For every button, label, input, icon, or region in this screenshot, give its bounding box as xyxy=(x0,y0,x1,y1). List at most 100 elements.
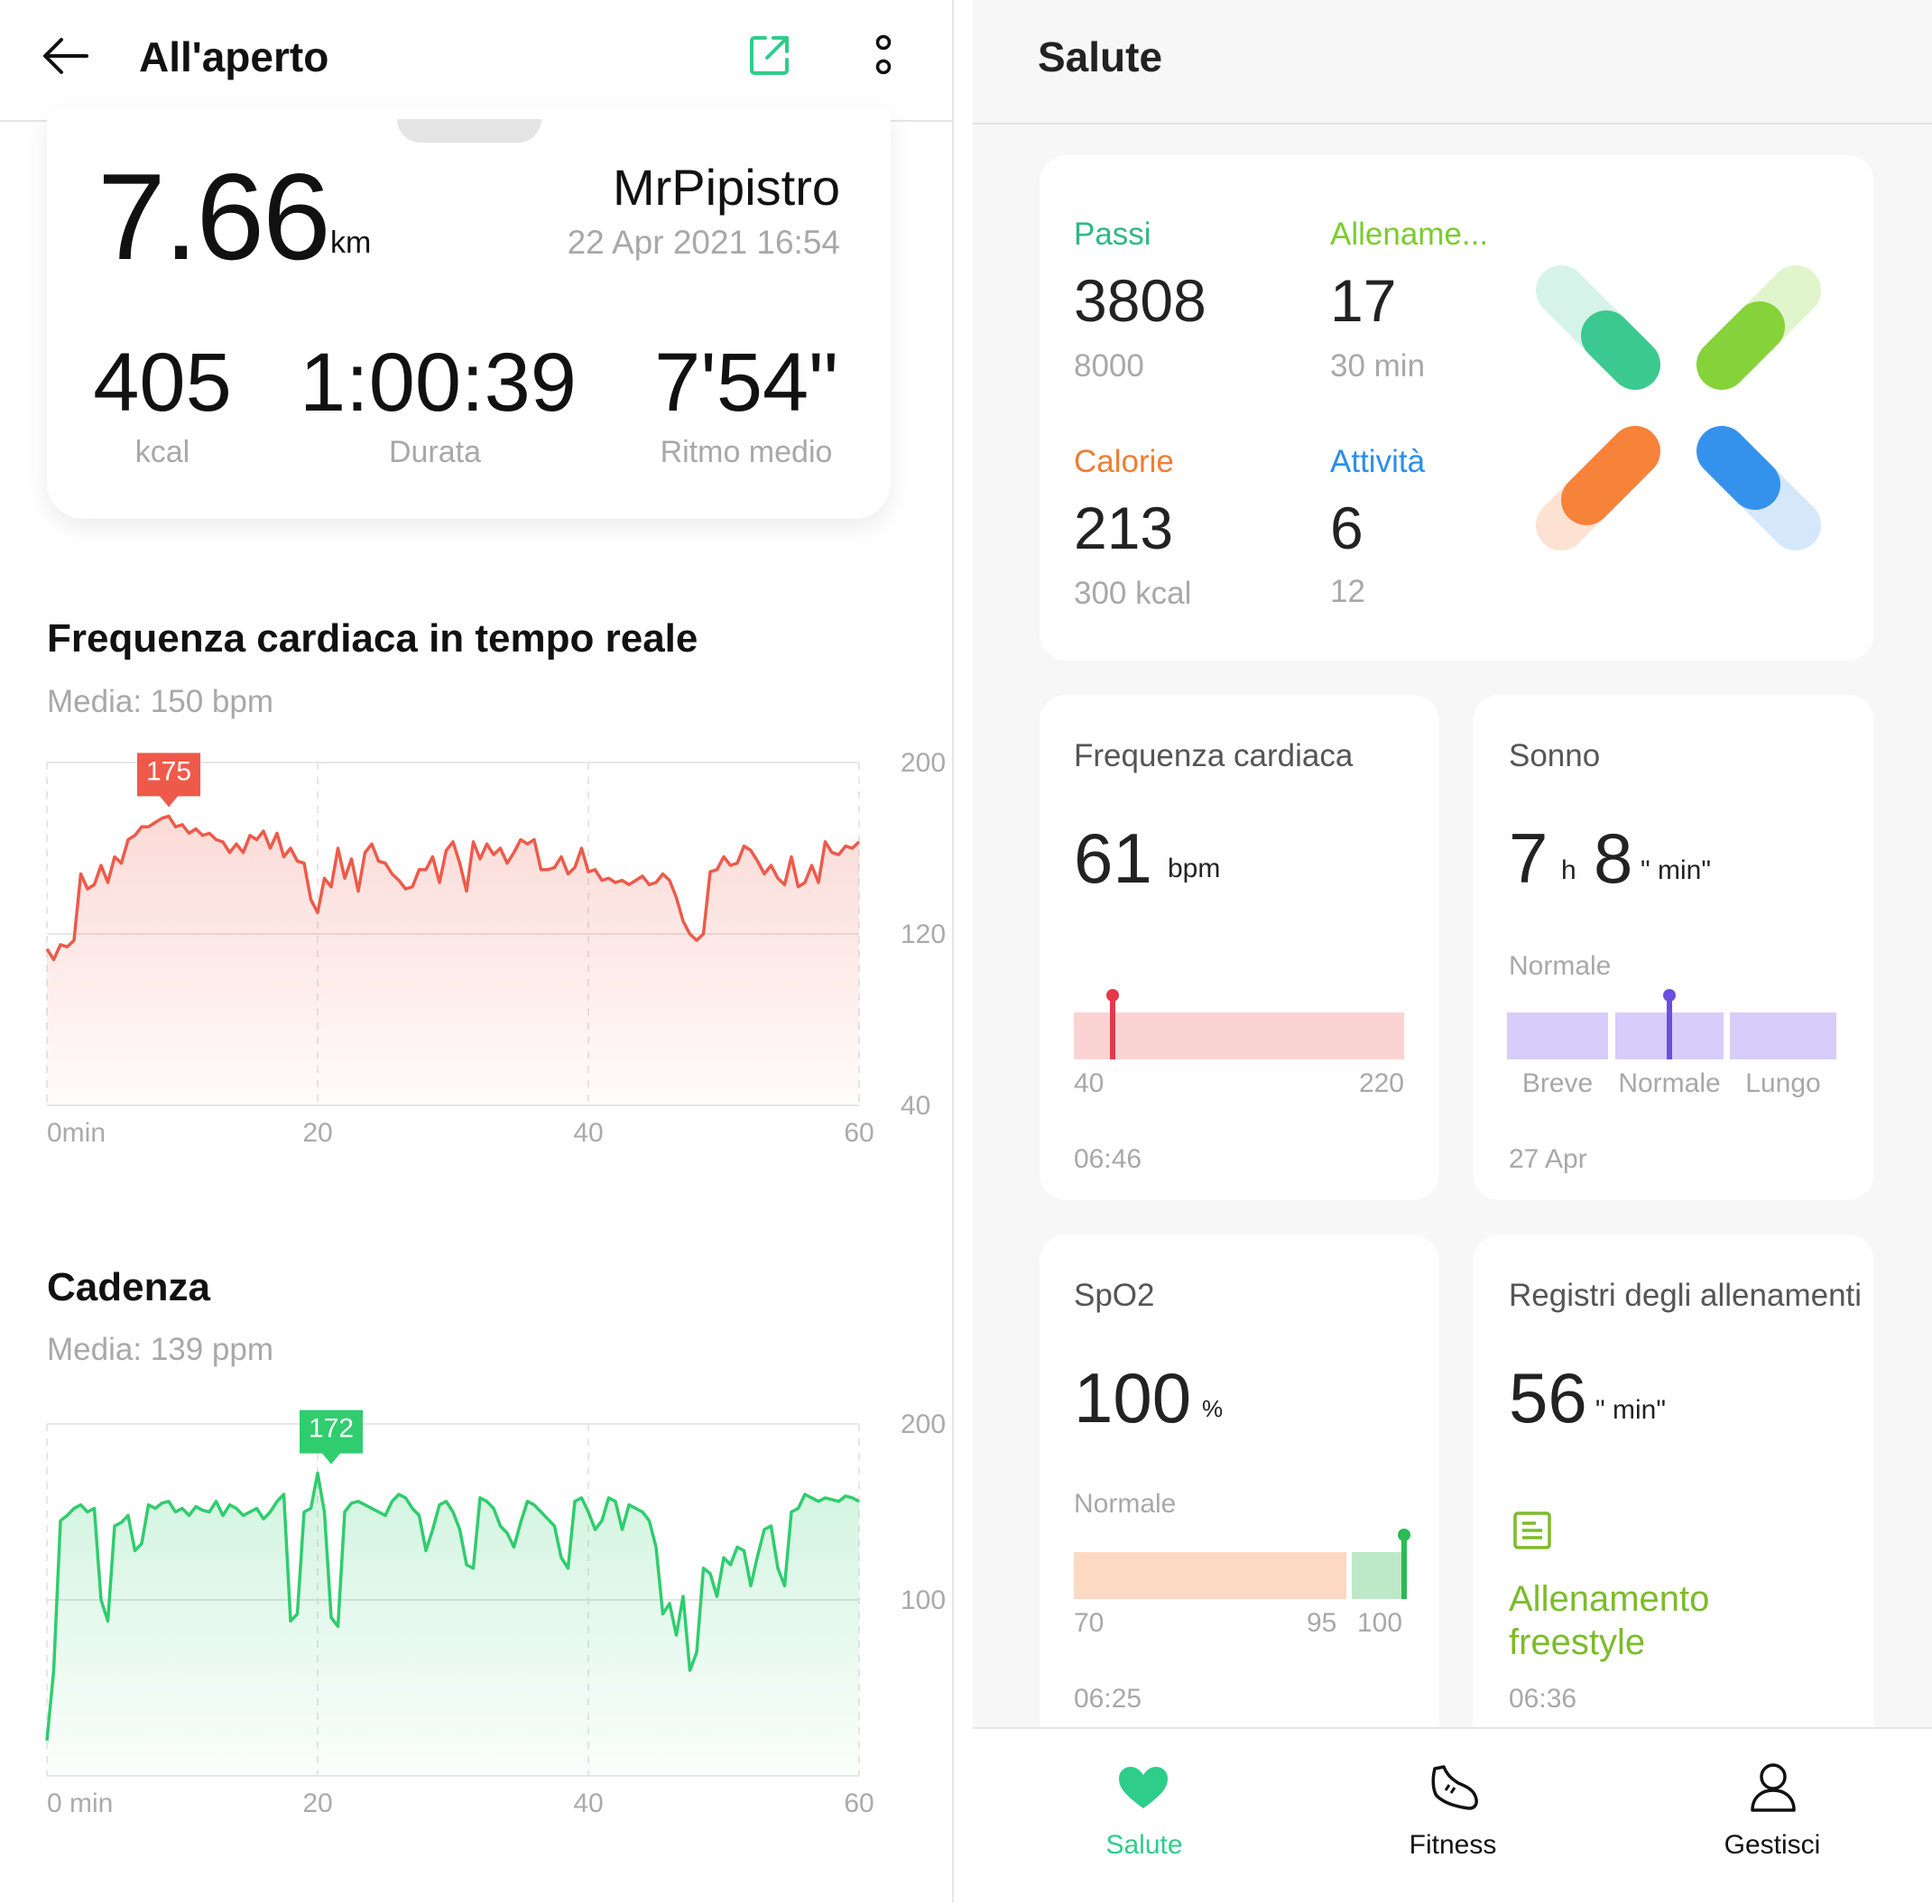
spo2-time: 06:25 xyxy=(1074,1684,1142,1714)
spo2-level-marker xyxy=(1398,1529,1410,1599)
spo2-card[interactable]: SpO2 100 % Normale 70 95 100 06:25 xyxy=(1040,1234,1439,1729)
workout-records-card[interactable]: Registri degli allenamenti 56 " min" All… xyxy=(1473,1234,1874,1729)
health-screen: Salute Passi 3808 8000 Allename... 17 30… xyxy=(973,0,1932,1904)
y-tick-label: 40 xyxy=(901,1091,930,1121)
duration-value: 1:00:39 xyxy=(300,337,577,429)
heart-level-marker xyxy=(1105,989,1119,1059)
spo2-range-mid: 95 xyxy=(1307,1608,1337,1638)
pace-label: Ritmo medio xyxy=(660,435,833,469)
calories-ring-label: Calorie xyxy=(1074,444,1174,479)
heart-rate-card[interactable]: Frequenza cardiaca 61 bpm 40 220 06:46 xyxy=(1040,695,1439,1200)
activity-label: Attività xyxy=(1330,444,1426,479)
x-tick-label: 40 xyxy=(573,1788,603,1812)
sleep-label-long: Lungo xyxy=(1745,1068,1821,1098)
workout-card-title: Registri degli allenamenti xyxy=(1509,1278,1863,1313)
peak-callout xyxy=(137,753,200,808)
health-header: Salute xyxy=(973,0,1932,125)
distance-value: 7.66 xyxy=(97,148,331,285)
spo2-range-max: 100 xyxy=(1357,1608,1403,1638)
activity-progress-icon xyxy=(1536,265,1821,550)
duration-label: Durata xyxy=(388,435,482,469)
peak-value-label: 172 xyxy=(309,1414,354,1444)
sleep-segment-long xyxy=(1730,1012,1836,1059)
y-tick-label: 200 xyxy=(901,1410,946,1439)
workout-activity-name: Allenamento freestyle xyxy=(1509,1579,1710,1662)
user-name: MrPipistro xyxy=(612,159,840,216)
sleep-status: Normale xyxy=(1509,951,1612,981)
shoe-icon xyxy=(1431,1765,1478,1810)
heart-icon xyxy=(1119,1767,1168,1808)
spo2-value: 100 xyxy=(1074,1358,1192,1437)
panel-divider xyxy=(952,0,954,1902)
heart-rate-title: Frequenza cardiaca in tempo reale xyxy=(47,616,698,661)
nav-label-fitness: Fitness xyxy=(1409,1830,1497,1860)
spo2-card-title: SpO2 xyxy=(1074,1278,1155,1313)
more-options-icon[interactable] xyxy=(872,34,895,79)
heart-range-min: 40 xyxy=(1074,1068,1105,1098)
sleep-date: 27 Apr xyxy=(1509,1144,1587,1174)
workout-record-icon xyxy=(1513,1511,1551,1549)
series-line xyxy=(45,814,861,962)
series-area xyxy=(47,1473,859,1776)
nav-label-salute: Salute xyxy=(1105,1830,1183,1860)
sleep-card-title: Sonno xyxy=(1509,738,1601,773)
spo2-status: Normale xyxy=(1074,1489,1177,1519)
heart-card-time: 06:46 xyxy=(1074,1144,1142,1174)
calories-value: 405 xyxy=(93,337,232,429)
sleep-segment-short xyxy=(1507,1012,1608,1059)
drag-handle[interactable] xyxy=(397,119,541,143)
steps-label: Passi xyxy=(1074,217,1151,252)
nav-label-gestisci: Gestisci xyxy=(1724,1830,1821,1860)
steps-goal: 8000 xyxy=(1074,348,1144,384)
heart-card-title: Frequenza cardiaca xyxy=(1074,738,1354,773)
series-line xyxy=(45,1471,860,1742)
x-tick-label: 0 min xyxy=(47,1788,113,1812)
calories-label: kcal xyxy=(134,435,190,469)
top-app-bar: All'aperto xyxy=(0,0,952,122)
cadence-average: Media: 139 ppm xyxy=(47,1332,273,1367)
x-tick-label: 40 xyxy=(573,1118,603,1148)
x-tick-label: 20 xyxy=(302,1788,332,1812)
back-arrow-icon[interactable] xyxy=(40,36,90,76)
training-goal: 30 min xyxy=(1330,348,1426,384)
heart-range-max: 220 xyxy=(1358,1068,1404,1098)
x-tick-label: 60 xyxy=(844,1118,874,1148)
heart-card-value: 61 xyxy=(1074,818,1152,898)
y-tick-label: 120 xyxy=(901,920,946,949)
bottom-nav: Salute Fitness Gestisci xyxy=(973,1727,1932,1904)
sleep-hours: 7 xyxy=(1509,818,1548,898)
distance-unit: km xyxy=(330,226,372,260)
y-tick-label: 200 xyxy=(901,748,946,778)
activity-summary-card[interactable]: Passi 3808 8000 Allename... 17 30 min Ca… xyxy=(1040,155,1874,661)
heart-rate-average: Media: 150 bpm xyxy=(47,684,273,719)
training-value: 17 xyxy=(1330,267,1397,334)
screen-title: All'aperto xyxy=(139,33,329,80)
sleep-hours-unit: h xyxy=(1561,855,1576,885)
spo2-normal-range xyxy=(1352,1552,1404,1599)
heart-range-bar xyxy=(1074,1012,1404,1059)
x-tick-label: 20 xyxy=(302,1118,332,1148)
nav-item-salute[interactable]: Salute xyxy=(1045,1729,1243,1904)
workout-time: 06:36 xyxy=(1509,1684,1577,1714)
peak-value-label: 175 xyxy=(146,756,191,786)
nav-item-gestisci[interactable]: Gestisci xyxy=(1673,1729,1872,1904)
workout-datetime: 22 Apr 2021 16:54 xyxy=(567,224,840,261)
x-tick-label: 0min xyxy=(47,1118,106,1148)
health-title: Salute xyxy=(1038,33,1163,80)
sleep-label-short: Breve xyxy=(1521,1068,1594,1098)
peak-callout xyxy=(300,1410,363,1465)
sleep-level-marker xyxy=(1663,989,1676,1059)
spo2-range-min: 70 xyxy=(1074,1608,1105,1638)
nav-item-fitness[interactable]: Fitness xyxy=(1354,1729,1552,1904)
heart-rate-chart: 200 120 40 0min 20 40 60 175 xyxy=(45,748,946,1148)
sleep-card[interactable]: Sonno 7 h 8 " min" Normale Breve Normale… xyxy=(1473,695,1874,1200)
cadence-title: Cadenza xyxy=(47,1265,210,1309)
share-icon[interactable] xyxy=(747,32,792,78)
spo2-unit: % xyxy=(1202,1395,1224,1422)
x-tick-label: 60 xyxy=(844,1788,874,1812)
workout-detail-screen: All'aperto 7.66 km MrPipistro 22 Apr 202… xyxy=(0,0,952,1902)
pace-value: 7'54" xyxy=(654,337,838,429)
workout-unit: " min" xyxy=(1595,1395,1666,1425)
activity-value: 6 xyxy=(1330,494,1363,561)
training-label: Allename... xyxy=(1330,217,1489,252)
